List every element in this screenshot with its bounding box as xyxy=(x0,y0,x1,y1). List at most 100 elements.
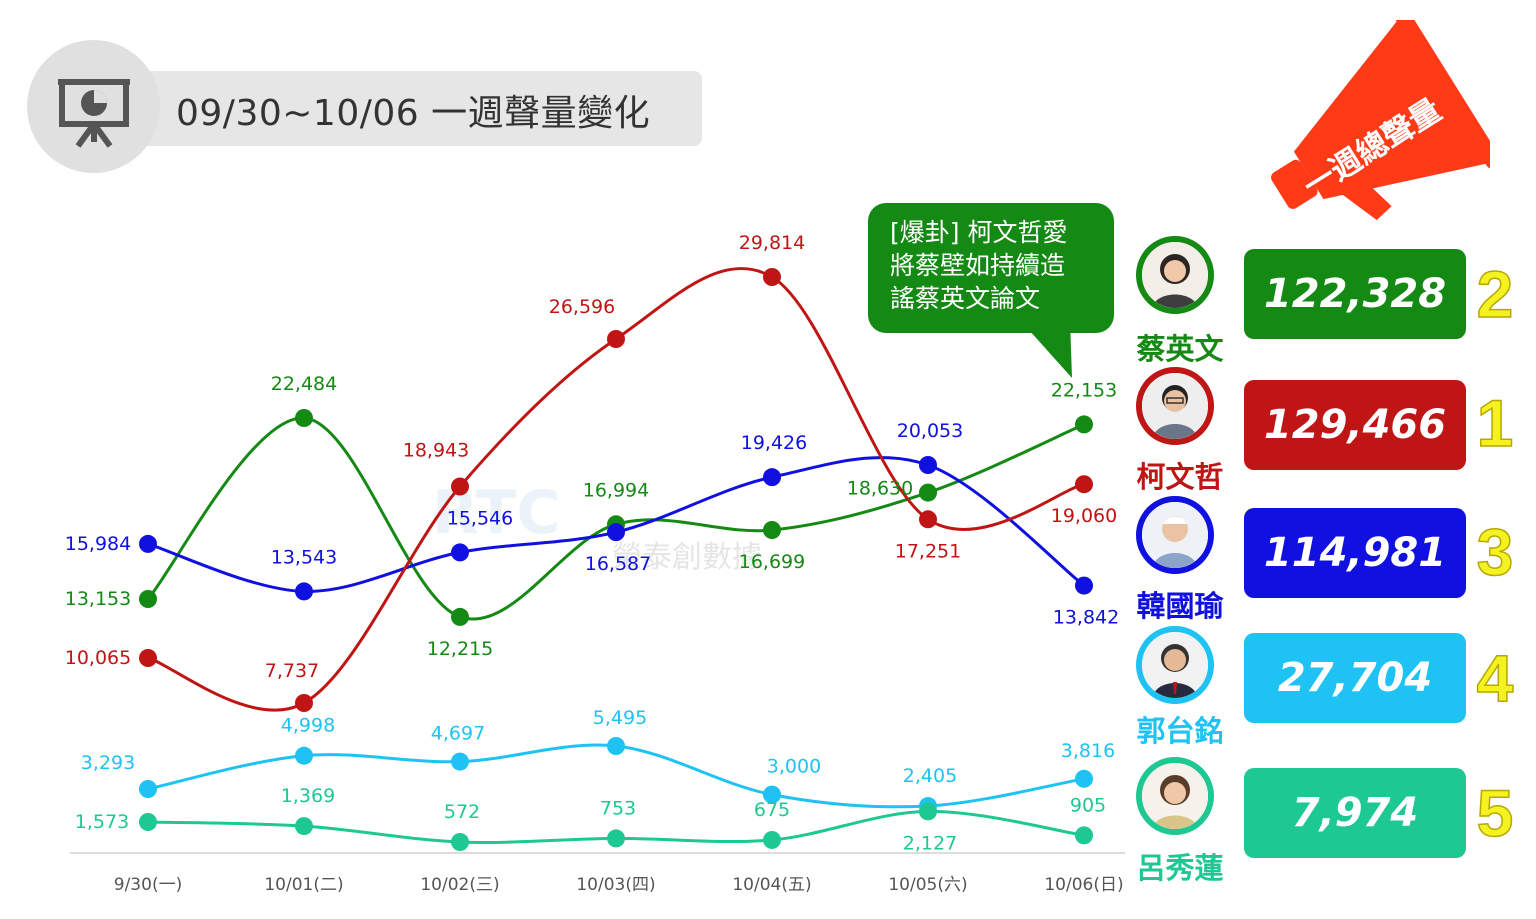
data-point-2-1 xyxy=(295,582,313,601)
data-label-2-2: 15,546 xyxy=(447,507,513,529)
data-label-4-4: 675 xyxy=(754,799,790,821)
x-tick-labels: 9/30(一) 10/01(二) 10/02(三) 10/03(四) 10/04(五) 1… xyxy=(114,875,1124,895)
x-tick-label-4: 10/04(五) xyxy=(732,875,811,895)
data-label-3-3: 5,495 xyxy=(593,707,647,729)
x-tick-label-3: 10/03(四) xyxy=(576,875,655,895)
page-title: 09/30~10/06 一週聲量變化 xyxy=(176,93,651,134)
data-label-4-3: 753 xyxy=(600,797,636,819)
data-label-0-2: 12,215 xyxy=(427,638,493,660)
data-point-4-5 xyxy=(919,802,937,821)
data-point-2-3 xyxy=(607,523,625,542)
data-point-4-3 xyxy=(607,829,625,848)
data-label-4-1: 1,369 xyxy=(281,785,335,807)
x-tick-label-1: 10/01(二) xyxy=(264,875,343,895)
avatar-ko-wen-je xyxy=(1136,367,1214,445)
data-point-0-2 xyxy=(451,607,469,626)
data-label-1-2: 18,943 xyxy=(403,440,469,462)
data-label-2-6: 13,842 xyxy=(1053,607,1119,629)
total-box-tsai: 122,328 xyxy=(1244,249,1466,339)
data-point-1-1 xyxy=(295,694,313,712)
total-box-han: 114,981 xyxy=(1244,508,1466,598)
rank-gou: 4 xyxy=(1476,640,1514,716)
data-point-2-2 xyxy=(451,543,469,562)
total-box-ko: 129,466 xyxy=(1244,380,1466,470)
data-label-0-1: 22,484 xyxy=(271,373,337,395)
data-point-1-6 xyxy=(1075,475,1093,494)
data-point-1-3 xyxy=(607,330,625,348)
data-point-1-5 xyxy=(919,510,937,529)
total-box-gou: 27,704 xyxy=(1244,633,1466,723)
data-point-0-0 xyxy=(139,590,157,608)
data-label-0-3: 16,994 xyxy=(583,479,649,501)
title-bar xyxy=(62,71,702,146)
data-label-4-0: 1,573 xyxy=(75,811,129,833)
data-point-4-1 xyxy=(295,817,313,836)
data-label-3-2: 4,697 xyxy=(431,723,485,745)
data-label-1-6: 19,060 xyxy=(1051,505,1117,527)
data-point-2-6 xyxy=(1075,576,1093,595)
x-tick-label-5: 10/05(六) xyxy=(888,875,967,895)
avatar-han-kuo-yu xyxy=(1136,496,1214,574)
data-point-2-5 xyxy=(919,456,937,474)
avatar-terry-gou xyxy=(1136,626,1214,704)
data-label-2-3: 16,587 xyxy=(585,553,651,575)
x-tick-label-6: 10/06(日) xyxy=(1044,875,1123,895)
data-label-4-5: 2,127 xyxy=(903,832,957,854)
data-point-0-5 xyxy=(919,483,937,502)
data-point-4-2 xyxy=(451,833,469,851)
callout-tail xyxy=(1020,320,1072,378)
points-layer xyxy=(139,268,1093,851)
data-point-3-1 xyxy=(295,746,313,765)
data-point-3-4 xyxy=(763,785,781,804)
labels-layer: 3,293 4,998 4,697 5,495 3,000 2,405 3,816 1,573… xyxy=(65,232,1119,854)
data-label-0-5: 18,630 xyxy=(847,478,913,500)
data-label-3-4: 3,000 xyxy=(767,756,821,778)
data-point-4-6 xyxy=(1075,826,1093,845)
data-point-2-0 xyxy=(139,534,157,553)
data-point-3-6 xyxy=(1075,769,1093,788)
data-label-2-0: 15,984 xyxy=(65,533,131,555)
callout-text: [爆卦] 柯文哲愛 將蔡壁如持續造 謠蔡英文論文 xyxy=(890,218,1068,313)
data-point-4-0 xyxy=(139,813,157,831)
data-point-4-4 xyxy=(763,830,781,849)
data-label-4-6: 905 xyxy=(1070,794,1106,816)
data-point-1-0 xyxy=(139,649,157,667)
data-point-0-1 xyxy=(295,409,313,427)
candidate-name-ko: 柯文哲 xyxy=(1136,460,1224,494)
data-label-1-0: 10,065 xyxy=(65,647,131,669)
data-point-0-6 xyxy=(1075,415,1093,434)
data-point-2-4 xyxy=(763,468,781,487)
data-label-1-5: 17,251 xyxy=(895,540,961,562)
data-label-3-5: 2,405 xyxy=(903,765,957,787)
data-point-3-3 xyxy=(607,737,625,755)
data-label-1-3: 26,596 xyxy=(549,296,615,318)
data-label-1-4: 29,814 xyxy=(739,232,805,254)
data-label-2-1: 13,543 xyxy=(271,546,337,568)
data-point-0-4 xyxy=(763,521,781,539)
data-label-3-0: 3,293 xyxy=(81,752,135,774)
x-tick-label-0: 9/30(一) xyxy=(114,875,182,895)
rank-han: 3 xyxy=(1476,514,1514,590)
rank-ko: 1 xyxy=(1476,385,1514,461)
data-point-1-4 xyxy=(763,268,781,286)
avatar-tsai-ing-wen xyxy=(1136,236,1214,314)
presentation-chart-icon xyxy=(58,79,130,148)
data-label-2-4: 19,426 xyxy=(741,432,807,454)
data-point-3-2 xyxy=(451,752,469,771)
total-box-lu: 7,974 xyxy=(1244,768,1466,858)
data-label-3-1: 4,998 xyxy=(281,715,335,737)
candidate-name-tsai: 蔡英文 xyxy=(1136,332,1224,366)
candidate-name-han: 韓國瑜 xyxy=(1136,589,1224,623)
data-label-0-0: 13,153 xyxy=(65,588,131,610)
data-label-2-5: 20,053 xyxy=(897,420,963,442)
x-tick-label-2: 10/02(三) xyxy=(420,875,499,895)
candidate-name-gou: 郭台銘 xyxy=(1136,714,1224,748)
rank-tsai: 2 xyxy=(1476,256,1514,332)
data-label-1-1: 7,737 xyxy=(265,660,319,682)
data-point-1-2 xyxy=(451,477,469,496)
candidate-name-lu: 呂秀蓮 xyxy=(1136,851,1224,885)
callout-box xyxy=(868,203,1114,333)
data-label-0-4: 16,699 xyxy=(739,551,805,573)
data-point-3-0 xyxy=(139,780,157,798)
